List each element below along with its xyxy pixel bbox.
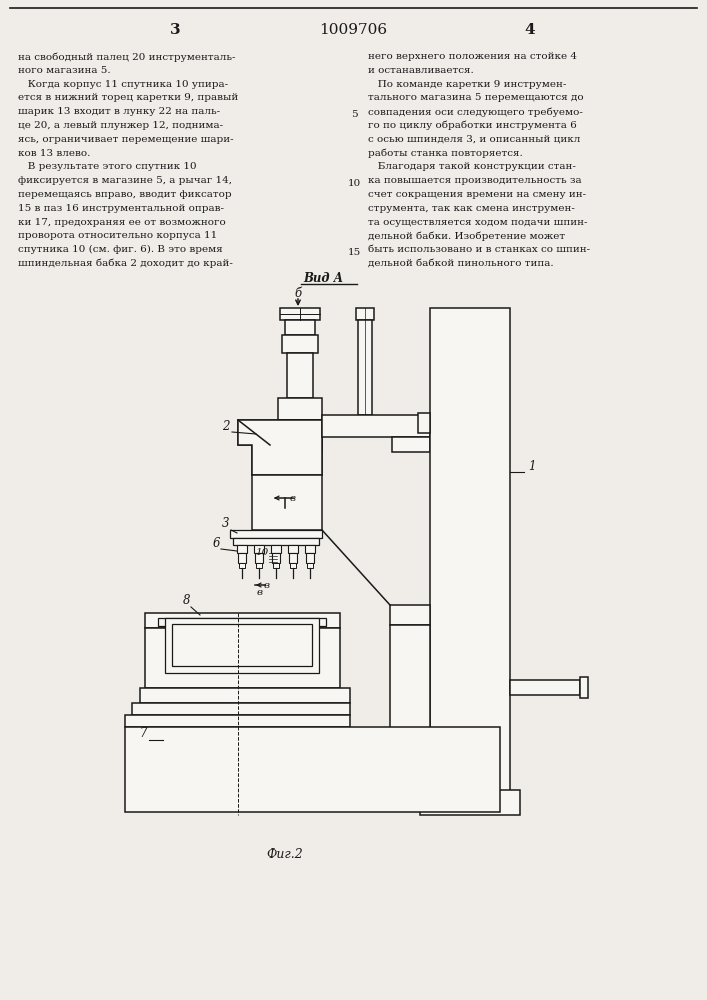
Bar <box>418 413 430 433</box>
Bar <box>322 415 430 437</box>
Bar <box>307 563 313 568</box>
Text: б: б <box>294 287 302 300</box>
Text: По команде каретки 9 инструмен-: По команде каретки 9 инструмен- <box>368 80 566 89</box>
Text: струмента, так как смена инструмен-: струмента, так как смена инструмен- <box>368 204 575 213</box>
Text: 10: 10 <box>255 548 268 557</box>
Text: та осуществляется ходом подачи шпин-: та осуществляется ходом подачи шпин- <box>368 218 588 227</box>
Bar <box>580 677 588 698</box>
Bar <box>430 308 510 810</box>
Bar <box>271 545 281 553</box>
Bar <box>306 553 314 563</box>
Bar <box>290 563 296 568</box>
Text: шпиндельная бабка 2 доходит до край-: шпиндельная бабка 2 доходит до край- <box>18 259 233 268</box>
Text: 1: 1 <box>528 460 535 473</box>
Text: 1009706: 1009706 <box>319 23 387 37</box>
Bar <box>145 613 340 628</box>
Text: в: в <box>290 494 296 503</box>
Bar <box>145 628 340 688</box>
Text: совпадения оси следующего требуемо-: совпадения оси следующего требуемо- <box>368 107 583 117</box>
Bar <box>510 680 580 695</box>
Text: 3: 3 <box>170 23 180 37</box>
Text: Благодаря такой конструкции стан-: Благодаря такой конструкции стан- <box>368 162 576 171</box>
Bar <box>392 437 430 452</box>
Text: тального магазина 5 перемещаются до: тального магазина 5 перемещаются до <box>368 93 583 102</box>
Text: шарик 13 входит в лунку 22 на паль-: шарик 13 входит в лунку 22 на паль- <box>18 107 220 116</box>
Bar <box>256 563 262 568</box>
Bar <box>230 530 322 538</box>
Bar <box>233 538 319 545</box>
Bar <box>278 398 322 420</box>
Text: Когда корпус 11 спутника 10 упира-: Когда корпус 11 спутника 10 упира- <box>18 80 228 89</box>
Text: 15: 15 <box>347 248 361 257</box>
Text: ков 13 влево.: ков 13 влево. <box>18 149 90 158</box>
Text: 10: 10 <box>347 179 361 188</box>
Text: 2: 2 <box>222 420 230 433</box>
Text: 3: 3 <box>222 517 230 530</box>
Text: и останавливается.: и останавливается. <box>368 66 474 75</box>
Bar <box>158 618 326 626</box>
Text: Фиг.2: Фиг.2 <box>267 848 303 861</box>
Bar <box>273 563 279 568</box>
Text: с осью шпинделя 3, и описанный цикл: с осью шпинделя 3, и описанный цикл <box>368 135 580 144</box>
Bar <box>289 553 297 563</box>
Text: в: в <box>257 588 263 597</box>
Bar <box>252 445 322 475</box>
Bar <box>278 420 322 450</box>
Bar <box>420 790 520 815</box>
Bar <box>237 545 247 553</box>
Text: Вид А: Вид А <box>303 271 344 284</box>
Text: перемещаясь вправо, вводит фиксатор: перемещаясь вправо, вводит фиксатор <box>18 190 232 199</box>
Text: ки 17, предохраняя ее от возможного: ки 17, предохраняя ее от возможного <box>18 218 226 227</box>
Bar <box>272 553 280 563</box>
Bar <box>165 618 319 673</box>
Text: проворота относительно корпуса 11: проворота относительно корпуса 11 <box>18 231 217 240</box>
Text: це 20, а левый плунжер 12, поднима-: це 20, а левый плунжер 12, поднима- <box>18 121 223 130</box>
Bar <box>132 703 350 715</box>
Text: В результате этого спутник 10: В результате этого спутник 10 <box>18 162 197 171</box>
Text: дельной бабки. Изобретение может: дельной бабки. Изобретение может <box>368 231 565 241</box>
Bar <box>238 553 246 563</box>
Text: 7: 7 <box>140 727 148 740</box>
Bar <box>125 715 350 727</box>
Bar <box>252 475 322 530</box>
Text: спутника 10 (см. фиг. 6). В это время: спутника 10 (см. фиг. 6). В это время <box>18 245 223 254</box>
Text: быть использовано и в станках со шпин-: быть использовано и в станках со шпин- <box>368 245 590 254</box>
Text: ного магазина 5.: ного магазина 5. <box>18 66 110 75</box>
Bar <box>282 335 318 353</box>
Text: дельной бабкой пинольного типа.: дельной бабкой пинольного типа. <box>368 259 554 268</box>
Text: ка повышается производительность за: ка повышается производительность за <box>368 176 582 185</box>
Bar <box>288 545 298 553</box>
Bar <box>140 688 350 703</box>
Bar <box>125 727 500 812</box>
Bar <box>287 353 313 398</box>
Text: го по циклу обработки инструмента 6: го по циклу обработки инструмента 6 <box>368 121 577 130</box>
Bar <box>254 545 264 553</box>
Polygon shape <box>238 420 322 475</box>
Text: работы станка повторяется.: работы станка повторяется. <box>368 149 522 158</box>
Text: 8: 8 <box>183 594 190 607</box>
Bar <box>255 553 263 563</box>
Text: ется в нижний торец каретки 9, правый: ется в нижний торец каретки 9, правый <box>18 93 238 102</box>
Bar <box>390 605 430 625</box>
Bar <box>358 320 372 415</box>
Text: на свободный палец 20 инструменталь-: на свободный палец 20 инструменталь- <box>18 52 235 62</box>
Bar <box>305 545 315 553</box>
Bar <box>172 624 312 666</box>
Text: 5: 5 <box>351 110 357 119</box>
Bar <box>285 320 315 335</box>
Bar <box>390 625 430 805</box>
Text: 4: 4 <box>525 23 535 37</box>
Text: 15 в паз 16 инструментальной оправ-: 15 в паз 16 инструментальной оправ- <box>18 204 224 213</box>
Bar <box>239 563 245 568</box>
Bar <box>238 420 322 445</box>
Bar <box>280 308 320 320</box>
Text: счет сокращения времени на смену ин-: счет сокращения времени на смену ин- <box>368 190 586 199</box>
Text: ясь, ограничивает перемещение шари-: ясь, ограничивает перемещение шари- <box>18 135 233 144</box>
Text: 6: 6 <box>213 537 221 550</box>
Text: него верхнего положения на стойке 4: него верхнего положения на стойке 4 <box>368 52 577 61</box>
Text: фиксируется в магазине 5, а рычаг 14,: фиксируется в магазине 5, а рычаг 14, <box>18 176 232 185</box>
Text: в: в <box>264 581 270 590</box>
Bar <box>356 308 374 320</box>
